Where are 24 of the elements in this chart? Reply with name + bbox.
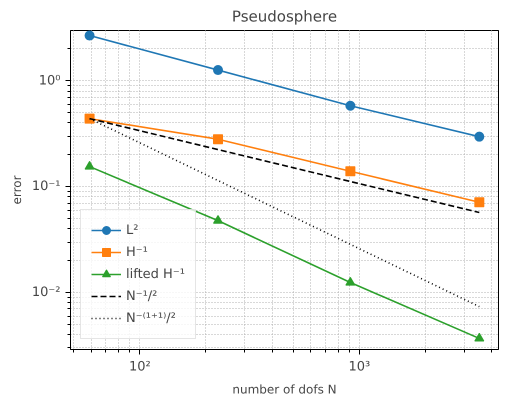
point	[213, 214, 224, 224]
x-tick-label: 10³	[348, 360, 370, 374]
x-tick-label: 10²	[128, 360, 151, 374]
legend-label: L²	[126, 222, 140, 238]
point	[84, 30, 95, 41]
x-axis-title: number of dofs N	[232, 382, 337, 396]
point	[345, 100, 356, 111]
point	[213, 65, 224, 76]
y-tick-label: 10⁻¹	[32, 179, 61, 194]
point	[474, 332, 484, 342]
legend-label: H⁻¹	[126, 244, 148, 260]
legend-label: N⁻¹/²	[126, 288, 158, 304]
legend-label: N⁻⁽¹⁺¹⁾/²	[126, 310, 176, 326]
point	[345, 276, 356, 286]
point	[84, 160, 95, 170]
legend-label: lifted H⁻¹	[126, 266, 185, 282]
point	[213, 134, 224, 144]
point	[345, 166, 356, 176]
y-tick-label: 10⁻²	[32, 285, 61, 300]
chart-title: Pseudosphere	[232, 8, 338, 26]
point	[474, 132, 484, 142]
y-axis-title: error	[10, 175, 24, 205]
point	[474, 197, 484, 208]
y-tick-label: 10⁰	[38, 73, 61, 88]
